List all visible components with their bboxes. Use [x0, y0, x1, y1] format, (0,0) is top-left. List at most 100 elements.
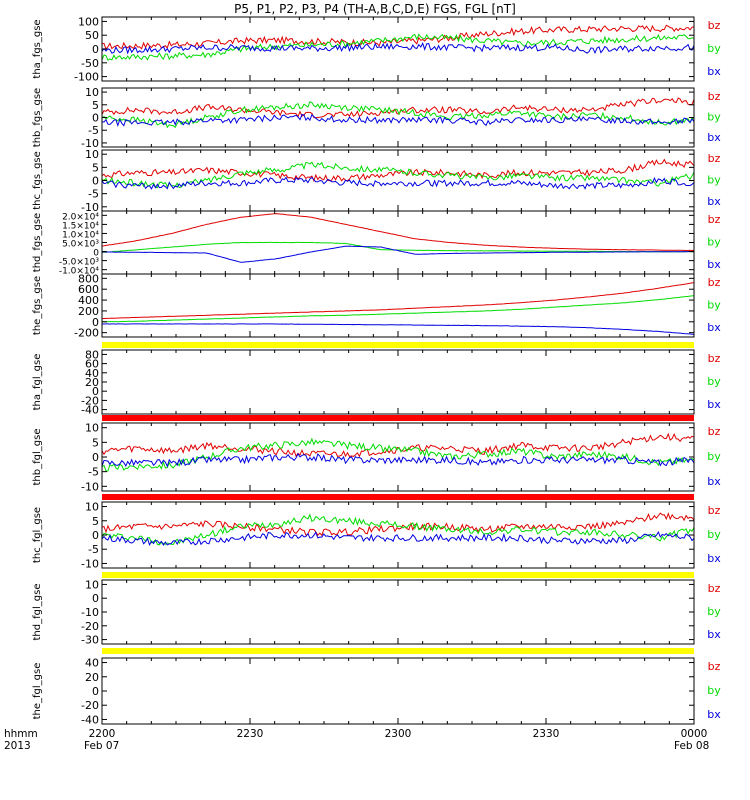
- y-tick-label: -20: [81, 620, 99, 633]
- panel-frame: [101, 657, 695, 725]
- series-line-bz: [101, 432, 695, 458]
- series-line-bz: [101, 24, 695, 50]
- legend-bx: bx: [707, 131, 721, 144]
- series-line-by: [102, 295, 695, 323]
- legend-by: by: [707, 375, 721, 388]
- legend-bx: bx: [707, 708, 721, 721]
- y-tick-label: 400: [78, 294, 99, 307]
- legend-bz: bz: [708, 90, 721, 103]
- y-tick-label: -5.0×10³: [59, 258, 100, 268]
- series-line-bz: [101, 97, 695, 119]
- legend-bx: bx: [707, 475, 721, 488]
- y-tick-label: -40: [81, 404, 99, 417]
- series-line-by: [101, 161, 695, 189]
- series-line-bx: [101, 452, 695, 468]
- series-line-by: [101, 513, 695, 546]
- status-bar-red: [102, 494, 694, 500]
- legend-bz: bz: [708, 213, 721, 226]
- y-tick-label: 0: [92, 385, 99, 398]
- y-tick-label: 60: [85, 358, 99, 371]
- y-tick-label: -5: [88, 124, 99, 137]
- legend-bz: bz: [708, 152, 721, 165]
- legend-bz: bz: [708, 504, 721, 517]
- y-axis-label: thd_fgs_gse: [32, 213, 43, 272]
- legend-bx: bx: [707, 321, 721, 334]
- y-tick-label: -5: [88, 543, 99, 556]
- legend-bx: bx: [707, 195, 721, 208]
- y-tick-label: -40: [81, 713, 99, 726]
- y-tick-label: 0: [92, 529, 99, 542]
- series-line-bx: [101, 113, 695, 127]
- y-tick-label: 2.0×10⁴: [62, 212, 99, 222]
- status-bar-yellow: [102, 342, 694, 348]
- legend-bz: bz: [708, 582, 721, 595]
- panel-frame: [101, 422, 695, 492]
- legend-by: by: [707, 174, 721, 187]
- legend-bx: bx: [707, 258, 721, 271]
- y-tick-label: 10: [85, 578, 99, 591]
- y-tick-label: 100: [78, 15, 99, 28]
- y-tick-label: -50: [81, 57, 99, 70]
- y-tick-label: 20: [85, 671, 99, 684]
- y-tick-label: 1.5×10⁴: [62, 221, 99, 231]
- legend-bx: bx: [707, 628, 721, 641]
- y-axis-label: the_fgl_gse: [32, 663, 43, 720]
- x-tick-label: 2230: [236, 728, 264, 740]
- panel-frame: [101, 210, 695, 275]
- y-tick-label: 5.0×10³: [62, 240, 99, 250]
- y-tick-label: -200: [74, 327, 99, 340]
- legend-by: by: [707, 450, 721, 463]
- x-start-date: Feb 07: [84, 740, 120, 752]
- y-tick-label: 0: [92, 316, 99, 329]
- y-tick-label: -5: [88, 466, 99, 479]
- y-tick-label: -30: [81, 634, 99, 647]
- series-line-by: [101, 241, 694, 253]
- y-axis-label: tha_fgl_gse: [32, 354, 43, 411]
- y-tick-label: 800: [78, 272, 99, 285]
- status-bar-yellow: [102, 648, 694, 654]
- y-tick-label: -10: [81, 606, 99, 619]
- y-tick-label: 10: [85, 148, 99, 161]
- series-line-bx: [102, 245, 695, 263]
- y-tick-label: 10: [85, 86, 99, 99]
- y-tick-label: 20: [85, 376, 99, 389]
- x-tick-label: 2330: [532, 728, 560, 740]
- y-axis-label: thb_fgl_gse: [32, 429, 43, 486]
- y-tick-label: 5: [92, 436, 99, 449]
- legend-bx: bx: [707, 65, 721, 78]
- series-line-bx: [101, 42, 695, 55]
- y-tick-label: 0: [92, 592, 99, 605]
- status-bar-red: [102, 415, 694, 421]
- y-tick-label: 0: [92, 451, 99, 464]
- series-line-bz: [101, 158, 695, 183]
- legend-bz: bz: [708, 660, 721, 673]
- panel-frame: [101, 273, 695, 338]
- y-axis-label: thd_fgl_gse: [32, 584, 43, 641]
- x-end-date: Feb 08: [674, 740, 710, 752]
- legend-bz: bz: [708, 352, 721, 365]
- legend-bz: bz: [708, 276, 721, 289]
- series-line-bz: [101, 213, 695, 252]
- footer-year-label: 2013: [4, 740, 31, 752]
- panel-frame: [101, 579, 695, 645]
- legend-bx: bx: [707, 552, 721, 565]
- y-tick-label: 5: [92, 161, 99, 174]
- x-tick-label: 2200: [88, 728, 116, 740]
- series-line-bz: [101, 512, 695, 537]
- y-tick-label: 0: [92, 112, 99, 125]
- status-bar-yellow: [102, 572, 694, 578]
- legend-by: by: [707, 684, 721, 697]
- series-line-by: [101, 101, 695, 129]
- legend-by: by: [707, 236, 721, 249]
- y-tick-label: 200: [78, 305, 99, 318]
- y-tick-label: -10: [81, 201, 99, 214]
- y-tick-label: 40: [85, 657, 99, 670]
- y-tick-label: -20: [81, 699, 99, 712]
- y-tick-label: -10: [81, 480, 99, 493]
- legend-bx: bx: [707, 398, 721, 411]
- y-tick-label: -10: [81, 557, 99, 570]
- panel-thb_fgl_gse: 105 0 -5-10 thb_fgl_gse bz by bx: [32, 422, 721, 500]
